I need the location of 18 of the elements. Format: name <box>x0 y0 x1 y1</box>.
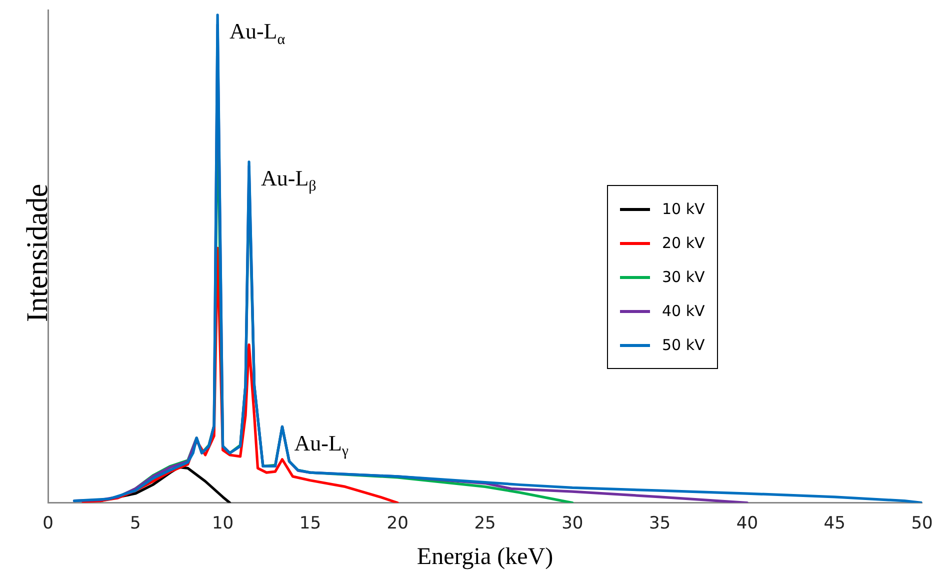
x-tick-label: 15 <box>299 513 322 534</box>
x-axis-title: Energia (keV) <box>416 544 554 570</box>
x-tick-label: 0 <box>42 513 54 534</box>
legend-label: 40 kV <box>662 302 705 320</box>
x-tick-label: 50 <box>911 513 933 534</box>
x-tick-label: 10 <box>212 513 234 534</box>
x-tick-label: 40 <box>736 513 758 534</box>
x-tick-label: 35 <box>648 513 671 534</box>
x-tick-label: 30 <box>562 513 584 534</box>
legend-label: 10 kV <box>662 200 705 218</box>
legend-label: 20 kV <box>662 234 705 252</box>
x-tick-label: 5 <box>130 513 141 534</box>
y-axis-title: Intensidade <box>21 184 55 322</box>
x-tick-label: 25 <box>474 513 496 534</box>
legend-label: 30 kV <box>662 268 705 286</box>
x-tick-label: 45 <box>824 513 846 534</box>
x-tick-label: 20 <box>386 513 408 534</box>
legend-label: 50 kV <box>662 336 705 354</box>
